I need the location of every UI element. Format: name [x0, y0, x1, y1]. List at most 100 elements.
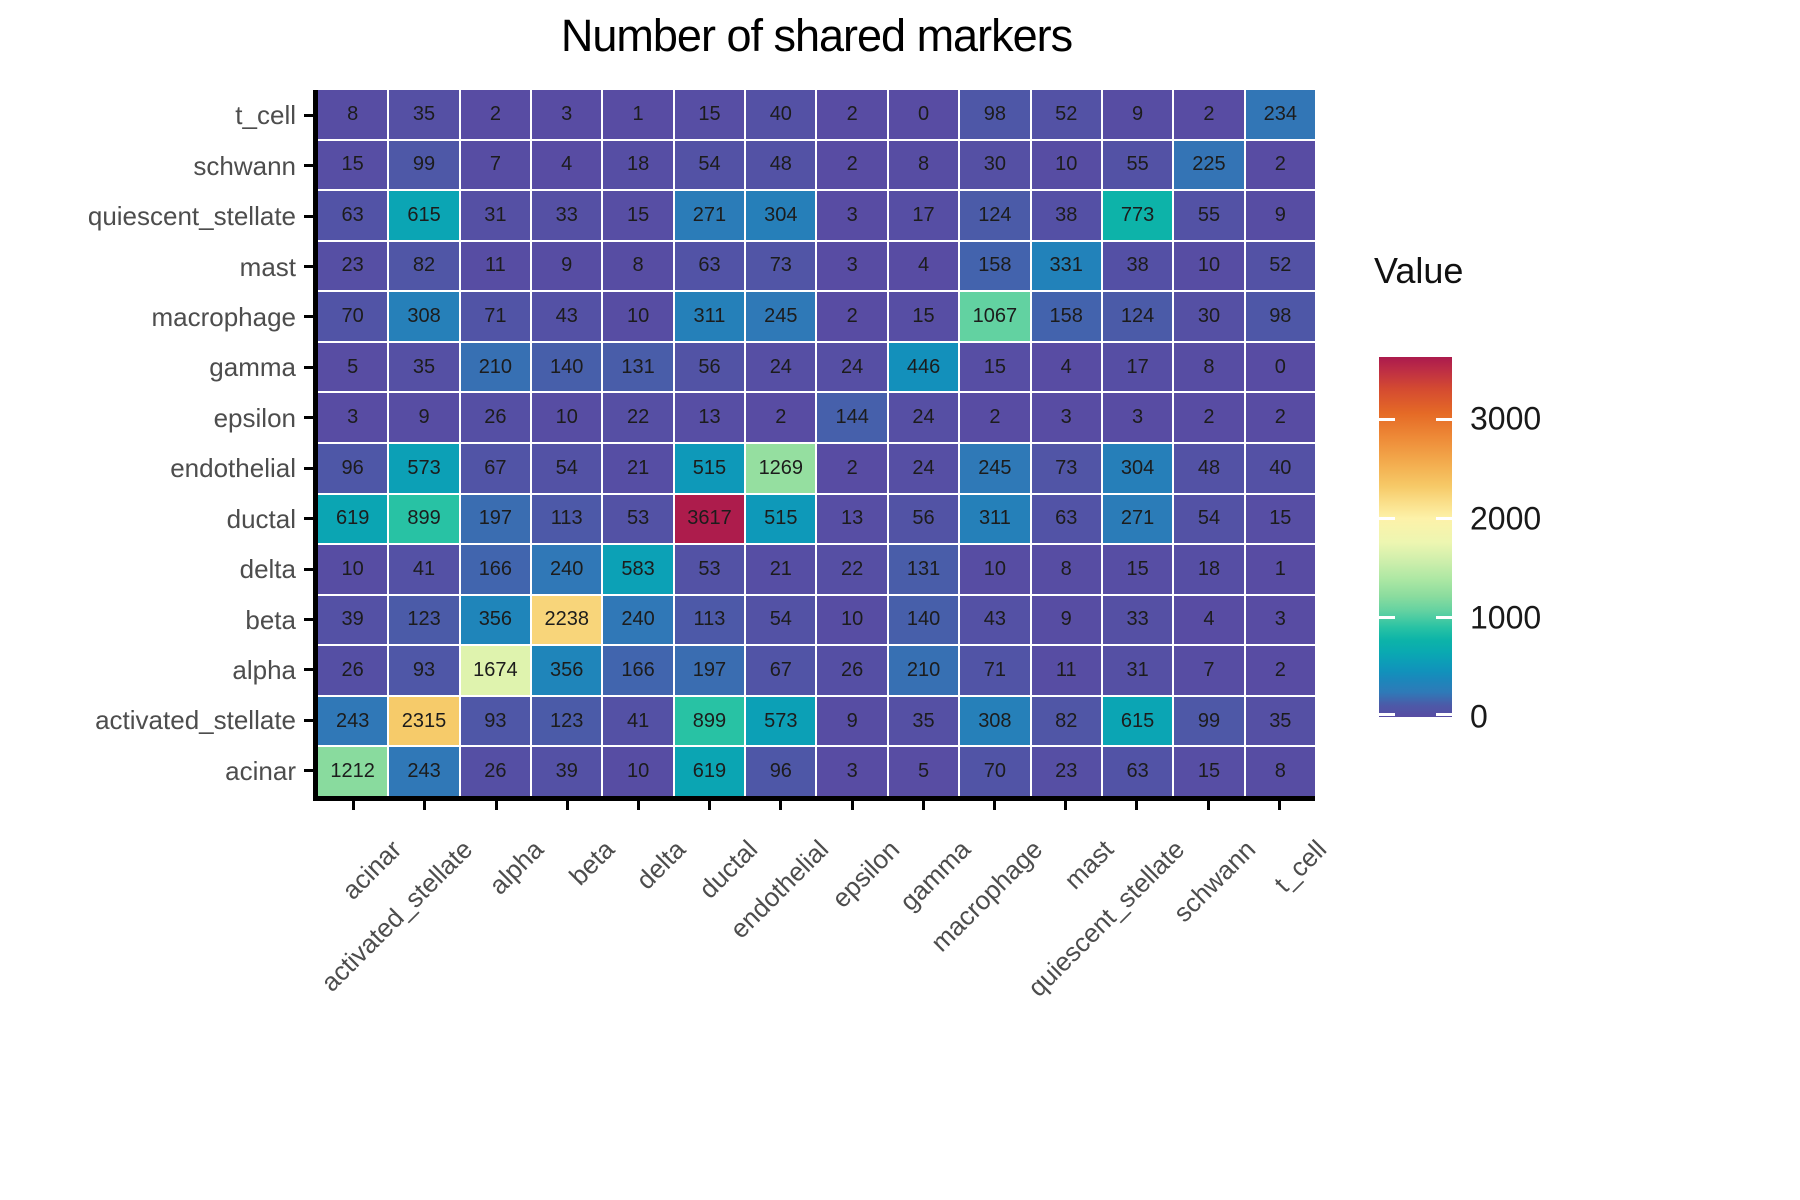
heatmap-cell: 3 — [1245, 595, 1315, 645]
heatmap-cell: 35 — [888, 696, 959, 746]
heatmap-cell: 52 — [1031, 90, 1101, 139]
legend-tick-mark — [1379, 616, 1395, 620]
x-axis-tick — [423, 801, 427, 810]
y-axis-label: gamma — [209, 352, 296, 383]
heatmap-cell: 55 — [1174, 191, 1244, 240]
heatmap-cell: 63 — [1102, 747, 1173, 796]
heatmap-cell: 4 — [532, 140, 602, 190]
heatmap-cell: 48 — [1174, 444, 1244, 493]
heatmap-cell: 2 — [960, 393, 1030, 442]
heatmap-cell: 82 — [1031, 696, 1101, 746]
heatmap-cell: 331 — [1031, 241, 1101, 291]
heatmap-cell: 63 — [1031, 494, 1101, 544]
heatmap-cell: 4 — [1031, 342, 1101, 392]
heatmap-cell: 17 — [888, 191, 959, 240]
heatmap-cell: 52 — [1245, 241, 1315, 291]
heatmap-cell: 225 — [1174, 140, 1244, 190]
heatmap-cell: 8 — [603, 241, 673, 291]
heatmap-cell: 2 — [817, 292, 887, 341]
heatmap-cell: 123 — [532, 696, 602, 746]
heatmap-cell: 48 — [746, 140, 816, 190]
heatmap-cell: 30 — [960, 140, 1030, 190]
heatmap-cell: 2 — [817, 140, 887, 190]
heatmap-cell: 9 — [1102, 90, 1173, 139]
heatmap-cell: 2315 — [389, 696, 459, 746]
heatmap-cell: 245 — [746, 292, 816, 341]
heatmap-cell: 158 — [960, 241, 1030, 291]
heatmap-cell: 123 — [389, 595, 459, 645]
heatmap-cell: 53 — [603, 494, 673, 544]
heatmap-cell: 356 — [460, 595, 531, 645]
heatmap-cell: 1674 — [460, 646, 531, 695]
heatmap-cell: 573 — [746, 696, 816, 746]
heatmap-cell: 93 — [389, 646, 459, 695]
y-axis-tick — [304, 769, 313, 773]
heatmap-cell: 73 — [746, 241, 816, 291]
heatmap-cell: 10 — [603, 292, 673, 341]
y-axis-label: macrophage — [151, 301, 296, 332]
heatmap-cell: 82 — [389, 241, 459, 291]
heatmap-cell: 35 — [1245, 696, 1315, 746]
heatmap-cell: 615 — [1102, 696, 1173, 746]
y-axis-tick — [304, 718, 313, 722]
y-axis-label: t_cell — [235, 100, 296, 131]
heatmap-cell: 31 — [460, 191, 531, 240]
heatmap-cell: 15 — [674, 90, 745, 139]
y-axis-tick — [304, 567, 313, 571]
heatmap-cell: 43 — [532, 292, 602, 341]
heatmap-cell: 40 — [746, 90, 816, 139]
legend-tick-label: 1000 — [1470, 599, 1542, 636]
heatmap-cell: 15 — [960, 342, 1030, 392]
heatmap-cell: 619 — [674, 747, 745, 796]
heatmap-cell: 39 — [318, 595, 388, 645]
heatmap-cell: 24 — [888, 444, 959, 493]
heatmap-cell: 54 — [532, 444, 602, 493]
heatmap-cell: 899 — [389, 494, 459, 544]
heatmap-cell: 9 — [1245, 191, 1315, 240]
x-axis-tick — [921, 801, 925, 810]
heatmap-cell: 615 — [389, 191, 459, 240]
heatmap-cell: 8 — [1174, 342, 1244, 392]
heatmap-cell: 63 — [318, 191, 388, 240]
heatmap-cell: 9 — [389, 393, 459, 442]
heatmap-cell: 773 — [1102, 191, 1173, 240]
heatmap-cell: 131 — [603, 342, 673, 392]
heatmap-cell: 21 — [603, 444, 673, 493]
heatmap-cell: 38 — [1031, 191, 1101, 240]
x-axis-tick — [779, 801, 783, 810]
y-axis-label: delta — [239, 554, 296, 585]
heatmap-cell: 26 — [460, 393, 531, 442]
heatmap-cell: 43 — [960, 595, 1030, 645]
heatmap-cell: 3 — [318, 393, 388, 442]
heatmap-cell: 166 — [460, 545, 531, 594]
heatmap-cell: 63 — [674, 241, 745, 291]
heatmap-cell: 71 — [460, 292, 531, 341]
legend-title: Value — [1374, 250, 1464, 291]
heatmap-cell: 197 — [674, 646, 745, 695]
heatmap-cell: 10 — [603, 747, 673, 796]
heatmap-cell: 13 — [674, 393, 745, 442]
heatmap-cell: 308 — [389, 292, 459, 341]
heatmap-cell: 124 — [1102, 292, 1173, 341]
heatmap-cell: 41 — [389, 545, 459, 594]
heatmap-cell: 33 — [532, 191, 602, 240]
plot-area: 8 35 2 3 1 15 40 2 0 98 52 9 2 234 15 99 7 4 18 54 48 2 8 30 10 5… — [313, 90, 1315, 801]
heatmap-cell: 67 — [460, 444, 531, 493]
heatmap-cell: 98 — [1245, 292, 1315, 341]
heatmap-cell: 2238 — [532, 595, 602, 645]
y-axis-tick — [304, 668, 313, 672]
heatmap-cell: 583 — [603, 545, 673, 594]
heatmap-cell: 271 — [674, 191, 745, 240]
heatmap-cell: 56 — [888, 494, 959, 544]
heatmap-cell: 271 — [1102, 494, 1173, 544]
heatmap-cell: 1 — [603, 90, 673, 139]
heatmap-cell: 158 — [1031, 292, 1101, 341]
x-axis-tick — [850, 801, 854, 810]
y-axis-tick — [304, 214, 313, 218]
y-axis-label: acinar — [225, 755, 296, 786]
heatmap-cell: 15 — [1102, 545, 1173, 594]
heatmap-cell: 15 — [1245, 494, 1315, 544]
heatmap-cell: 0 — [1245, 342, 1315, 392]
y-axis-label: endothelial — [170, 453, 296, 484]
chart-title: Number of shared markers — [560, 10, 1073, 61]
